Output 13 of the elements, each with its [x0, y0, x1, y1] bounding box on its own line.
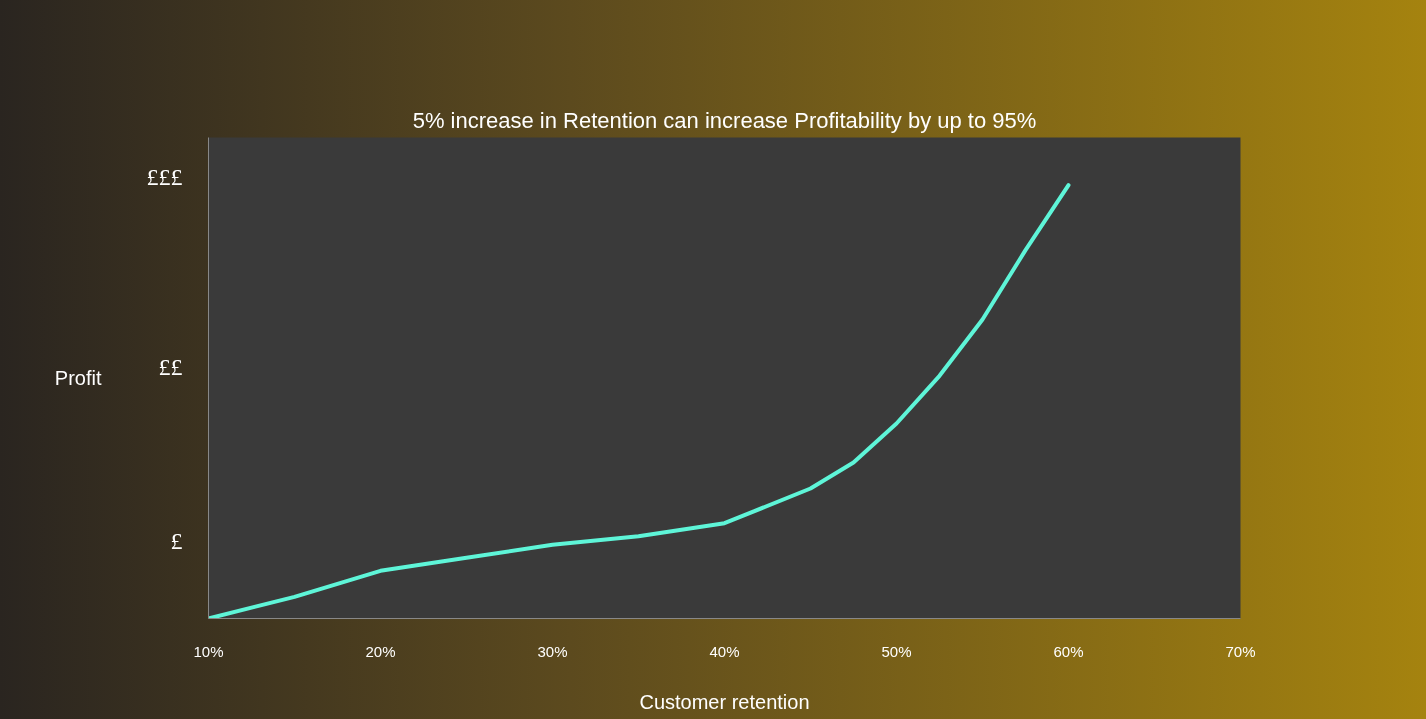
x-tick-label: 10% [193, 642, 224, 660]
x-tick-label: 60% [1053, 642, 1084, 660]
text: £££ [146, 163, 183, 190]
x-tick-label: 70% [1225, 642, 1256, 660]
x-tick-label: 30% [537, 642, 568, 660]
x-tick-label: 20% [365, 642, 396, 660]
text: £ [170, 527, 183, 554]
text: ££ [158, 354, 183, 381]
x-tick-label: 40% [709, 642, 740, 660]
y-axis-title: Profit [54, 367, 102, 389]
x-axis-title: Customer retention [639, 690, 810, 713]
x-tick-label: 50% [881, 642, 912, 660]
chart-title: 5% increase in Retention can increase Profitability by up to 95% [412, 107, 1037, 133]
